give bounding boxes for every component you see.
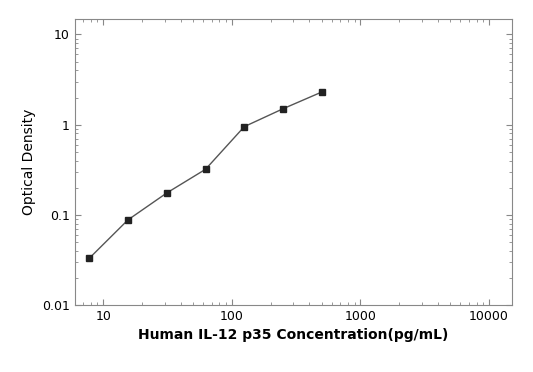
Y-axis label: Optical Density: Optical Density — [22, 109, 36, 215]
X-axis label: Human IL-12 p35 Concentration(pg/mL): Human IL-12 p35 Concentration(pg/mL) — [138, 328, 448, 343]
